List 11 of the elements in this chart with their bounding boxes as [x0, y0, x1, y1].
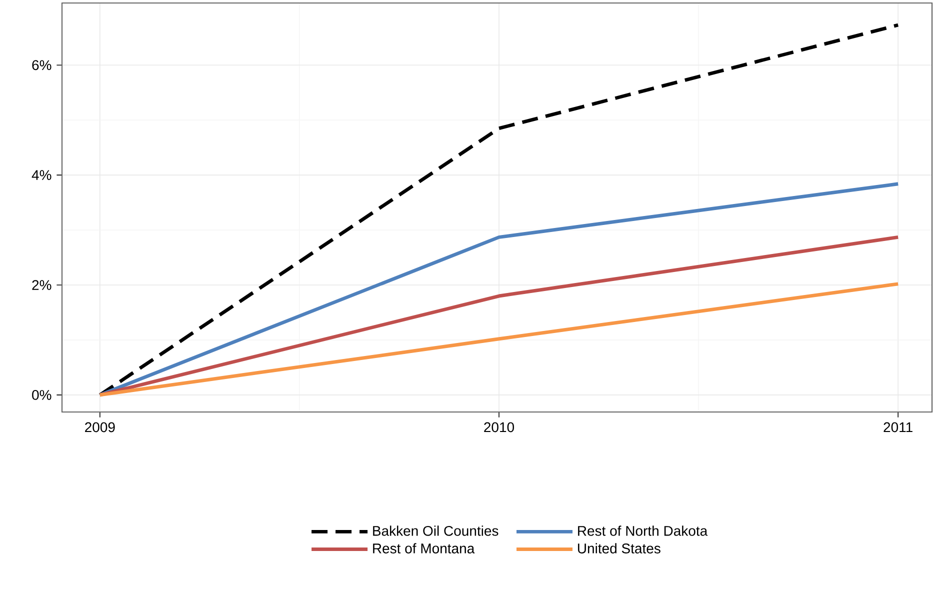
- x-tick-label: 2011: [884, 422, 912, 432]
- x-tick-label: 2010: [484, 422, 514, 432]
- legend-label: Bakken Oil Counties: [373, 526, 498, 536]
- legend-label: Rest of North Dakota: [578, 526, 708, 536]
- legend-label: Rest of Montana: [373, 543, 475, 554]
- y-tick-label: 6%: [32, 60, 52, 70]
- y-tick-label: 0%: [32, 390, 52, 400]
- legend-label: United States: [578, 543, 660, 554]
- y-tick-label: 4%: [32, 170, 52, 180]
- x-tick-label: 2009: [85, 422, 115, 432]
- y-tick-label: 2%: [32, 280, 52, 290]
